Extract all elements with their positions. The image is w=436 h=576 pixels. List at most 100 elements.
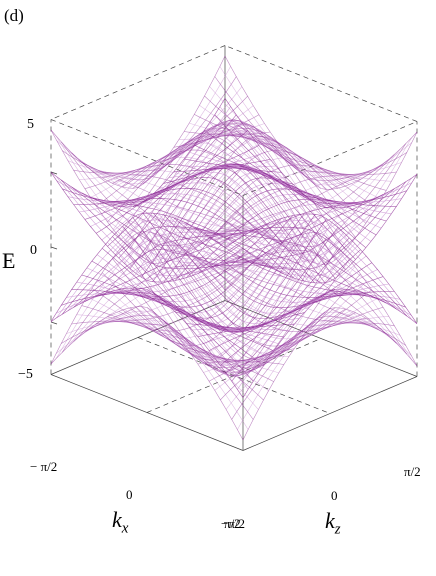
- surface-mesh-line: [142, 119, 336, 261]
- surface-mesh-line: [163, 166, 356, 260]
- surface-mesh-line: [137, 232, 331, 376]
- surface-mesh-line: [50, 231, 226, 365]
- surface-mesh-line: [76, 157, 269, 234]
- surface-mesh-line: [204, 232, 397, 310]
- band-surfaces: [50, 55, 418, 441]
- z-tick-mark: [50, 171, 58, 175]
- surface-mesh-line: [189, 224, 382, 301]
- surface-mesh-line: [209, 258, 402, 349]
- z-tick-mark: [50, 246, 58, 250]
- surface-mesh-line: [199, 262, 392, 339]
- surface-mesh-line: [122, 245, 315, 374]
- surface-mesh-line: [96, 254, 290, 331]
- surface-mesh-line: [209, 232, 402, 313]
- surface-mesh-line: [224, 55, 418, 190]
- surface-mesh-line: [219, 241, 413, 361]
- energy-band-surface: [50, 98, 418, 284]
- kx-axis-label: kx: [112, 507, 129, 537]
- surface-mesh-line: [50, 98, 226, 208]
- box-bottom-edge: [242, 376, 418, 451]
- surface-mesh-line: [224, 213, 418, 324]
- kx-tick-label: − π/2: [30, 459, 58, 474]
- surface-mesh-line: [147, 231, 341, 367]
- surface-mesh-line: [204, 264, 397, 344]
- surface-mesh-line: [132, 235, 326, 377]
- surface-mesh-line: [168, 215, 361, 303]
- surface-mesh-line: [142, 213, 336, 329]
- surface-mesh-line: [137, 120, 331, 264]
- surface-mesh-line: [71, 186, 264, 264]
- surface-mesh-line: [55, 289, 249, 390]
- surface-mesh-line: [71, 152, 264, 232]
- surface-mesh-line: [86, 267, 279, 345]
- panel-label: (d): [4, 6, 24, 25]
- surface-mesh-line: [127, 240, 320, 376]
- z-tick-label: 5: [27, 117, 34, 132]
- surface-mesh-line: [163, 214, 356, 309]
- surface-mesh-line: [189, 253, 382, 330]
- kz-tick-label: −π/2: [221, 516, 246, 531]
- surface-mesh-line: [199, 229, 392, 307]
- surface-mesh-line: [71, 289, 264, 366]
- surface-mesh-line: [183, 249, 377, 326]
- kx-tick-label: π/2: [224, 516, 241, 531]
- surface-mesh-line: [204, 95, 397, 175]
- surface-mesh-line: [168, 130, 361, 231]
- surface-mesh-line: [117, 251, 310, 372]
- z-tick-label: 0: [30, 243, 37, 258]
- surface-mesh-line: [61, 315, 254, 420]
- surface-mesh-line: [91, 288, 284, 365]
- surface-mesh-line: [158, 234, 351, 354]
- surface-mesh-line: [50, 287, 244, 398]
- z-tick-mark: [50, 321, 58, 325]
- surface-mesh-line: [178, 165, 372, 242]
- kx-tick-label: 0: [126, 487, 133, 502]
- surface-mesh-line: [194, 226, 387, 304]
- surface-mesh-line: [219, 66, 413, 186]
- surface-mesh-line: [178, 245, 371, 326]
- surface-mesh-line: [173, 241, 366, 333]
- surface-mesh-line: [117, 142, 310, 262]
- surface-mesh-line: [224, 232, 418, 367]
- surface-mesh-line: [242, 288, 418, 398]
- surface-mesh-line: [132, 167, 326, 283]
- surface-mesh-line: [194, 144, 387, 222]
- surface-mesh-line: [97, 199, 290, 277]
- surface-mesh-line: [86, 195, 279, 272]
- kz-tick-label: 0: [331, 488, 338, 503]
- z-tick-label: −5: [18, 367, 33, 382]
- surface-mesh-line: [127, 129, 321, 265]
- surface-mesh-line: [55, 310, 249, 430]
- surface-mesh-line: [102, 198, 295, 279]
- surface-mesh-line: [173, 167, 366, 248]
- kz-tick-label: π/2: [404, 464, 421, 479]
- surface-mesh-line: [81, 162, 274, 239]
- surface-mesh-line: [96, 280, 290, 361]
- box-top-edge: [50, 119, 244, 196]
- surface-mesh-line: [76, 282, 269, 359]
- energy-band-surface: [50, 231, 418, 441]
- surface-mesh-line: [194, 257, 387, 334]
- surface-mesh-line: [219, 220, 413, 320]
- surface-mesh-line: [199, 105, 392, 182]
- surface-mesh-line: [142, 231, 336, 373]
- surface-mesh-line: [189, 151, 382, 229]
- surface-mesh-line: [86, 166, 279, 243]
- box-top-edge: [50, 45, 226, 120]
- surface-mesh-line: [184, 131, 377, 208]
- plot-box: [50, 45, 418, 451]
- surface-mesh-line: [91, 170, 285, 247]
- kz-axis-label: kz: [325, 508, 341, 538]
- surface-mesh-line: [214, 249, 408, 355]
- surface-mesh-line: [147, 212, 341, 324]
- surface-mesh-line: [112, 149, 305, 260]
- surface-mesh-line: [71, 321, 264, 401]
- surface-mesh-line: [66, 293, 259, 374]
- surface-mesh-line: [168, 239, 361, 340]
- surface-mesh-line: [224, 98, 418, 209]
- energy-axis-label: E: [2, 248, 16, 273]
- surface-mesh-line: [122, 135, 315, 264]
- surface-mesh-line: [163, 236, 356, 347]
- surface-mesh-line: [214, 226, 408, 317]
